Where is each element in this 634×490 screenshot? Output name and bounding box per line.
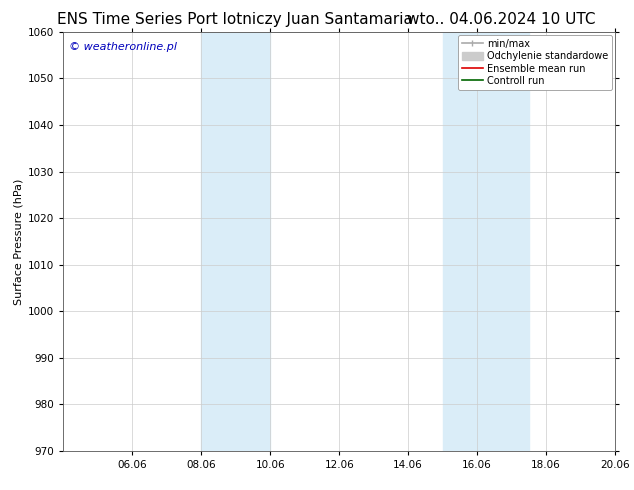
Y-axis label: Surface Pressure (hPa): Surface Pressure (hPa) — [14, 178, 24, 304]
Text: ENS Time Series Port lotniczy Juan Santamaria: ENS Time Series Port lotniczy Juan Santa… — [56, 12, 413, 27]
Text: wto.. 04.06.2024 10 UTC: wto.. 04.06.2024 10 UTC — [406, 12, 595, 27]
Bar — [202, 32, 270, 451]
Bar — [443, 32, 529, 451]
Text: © weatheronline.pl: © weatheronline.pl — [69, 42, 177, 52]
Legend: min/max, Odchylenie standardowe, Ensemble mean run, Controll run: min/max, Odchylenie standardowe, Ensembl… — [458, 35, 612, 90]
